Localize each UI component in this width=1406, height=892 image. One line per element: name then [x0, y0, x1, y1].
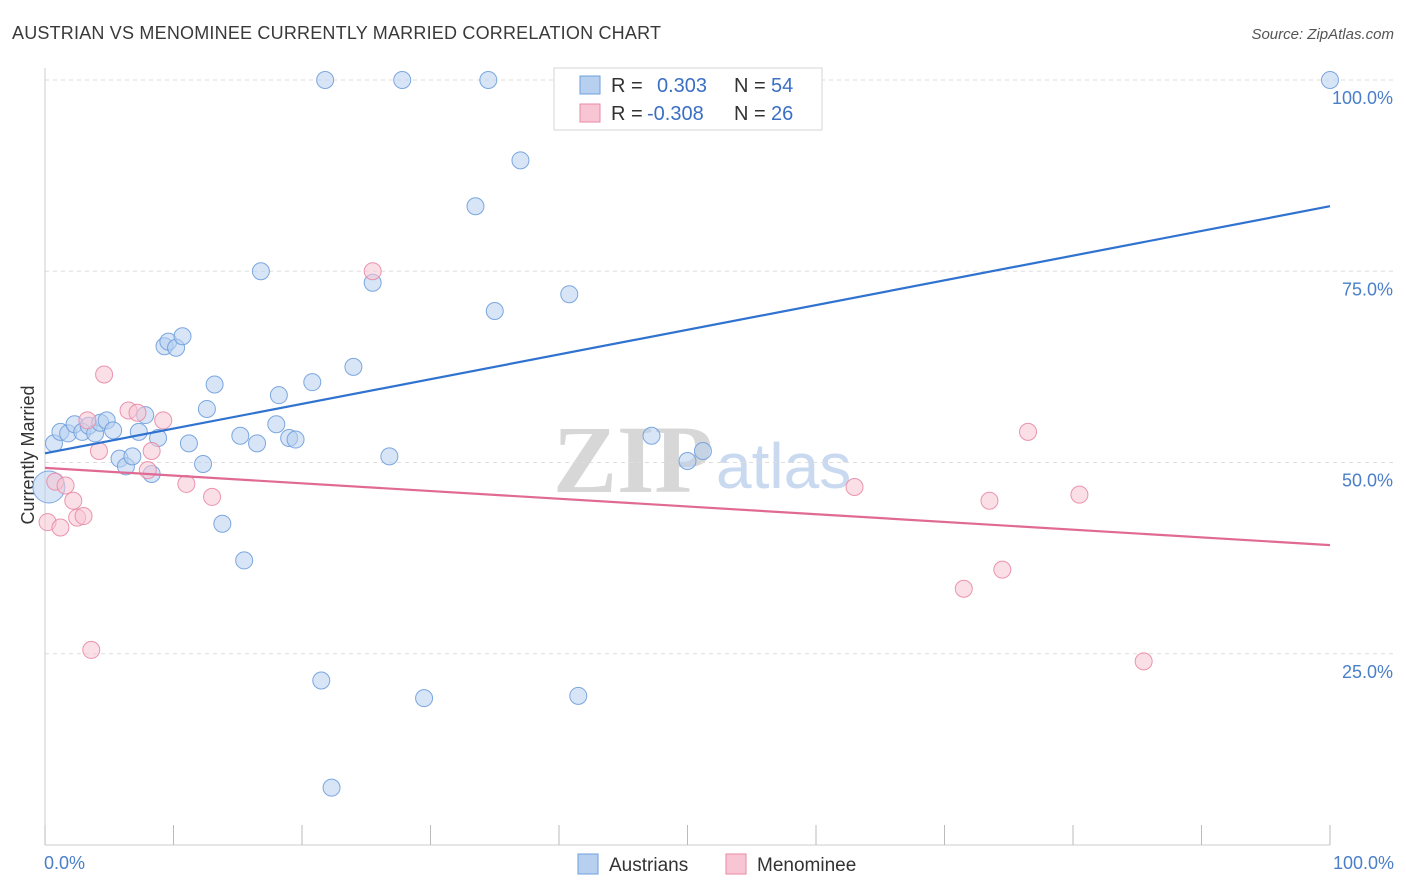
chart-source: Source: ZipAtlas.com [1251, 26, 1394, 43]
austrians-point [466, 197, 485, 216]
menominee-trend-line [44, 466, 1331, 547]
bottom-legend-menominee-label: Menominee [757, 855, 856, 876]
menominee-point [1134, 652, 1153, 671]
menominee-point [142, 442, 161, 461]
austrians-point [678, 451, 697, 470]
trend-lines [44, 205, 1331, 547]
menominee-point [845, 477, 864, 496]
menominee-point [78, 411, 97, 430]
legend-menominee-r-label: R = [611, 103, 643, 125]
menominee-point [154, 411, 173, 430]
bottom-legend-swatch-menominee [725, 853, 747, 875]
y-tick-label: 50.0% [1342, 471, 1393, 491]
austrians-point [693, 442, 712, 461]
legend-menominee-n-label: N = [734, 103, 766, 125]
menominee-point [95, 365, 114, 384]
menominee-point [203, 487, 222, 506]
austrians-point [642, 426, 661, 445]
menominee-point [1070, 485, 1089, 504]
legend-swatch-austrians [579, 75, 601, 95]
bottom-legend-swatch-austrians [577, 853, 599, 875]
austrians-point [322, 778, 341, 797]
menominee-point [363, 262, 382, 281]
chart-title: AUSTRIAN VS MENOMINEE CURRENTLY MARRIED … [12, 23, 661, 43]
menominee-point [980, 491, 999, 510]
series-menominee-points [38, 262, 1153, 671]
x-axis-ticks [44, 825, 1331, 845]
menominee-point [1019, 422, 1038, 441]
austrians-point [380, 447, 399, 466]
austrians-point [286, 430, 305, 449]
y-axis-label: Currently Married [18, 385, 38, 524]
austrians-point [344, 357, 363, 376]
austrians-point [479, 71, 498, 89]
legend-menominee-r-value: -0.308 [647, 103, 704, 125]
watermark-atlas-text: atlas [716, 430, 851, 502]
austrians-point [251, 262, 270, 281]
austrians-point [129, 422, 148, 441]
y-tick-labels: 25.0% 50.0% 75.0% 100.0% [1332, 88, 1393, 682]
legend-austrians-n-label: N = [734, 75, 766, 97]
austrians-point [179, 434, 198, 453]
bottom-legend: Austrians Menominee [577, 853, 856, 876]
y-tick-label: 75.0% [1342, 279, 1393, 299]
austrians-point [267, 415, 286, 434]
austrians-point [303, 373, 322, 392]
austrians-point [560, 285, 579, 304]
menominee-point [128, 403, 147, 422]
x-tick-label-min: 0.0% [44, 853, 85, 873]
austrians-trend-line [44, 205, 1331, 455]
menominee-point [177, 474, 196, 493]
menominee-point [138, 461, 157, 480]
austrians-point [197, 399, 216, 418]
legend-austrians-r-value: 0.303 [657, 75, 707, 97]
austrians-point [415, 689, 434, 708]
bottom-legend-austrians-label: Austrians [609, 855, 688, 876]
austrians-point [248, 434, 267, 453]
y-tick-label: 25.0% [1342, 662, 1393, 682]
y-tick-label: 100.0% [1332, 88, 1393, 108]
austrians-point [1321, 71, 1339, 89]
austrians-point [213, 514, 232, 533]
menominee-point [82, 640, 101, 659]
austrians-point [485, 302, 504, 321]
austrians-point [316, 71, 335, 89]
legend-menominee-n-value: 26 [771, 103, 793, 125]
austrians-point [205, 375, 224, 394]
austrians-point [569, 686, 588, 705]
austrians-point [312, 671, 331, 690]
austrians-point [173, 327, 192, 346]
austrians-point [511, 151, 530, 170]
legend-austrians-n-value: 54 [771, 75, 793, 97]
menominee-point [954, 579, 973, 598]
legend-swatch-menominee [579, 103, 601, 123]
menominee-point [74, 507, 93, 526]
austrians-point [123, 447, 142, 466]
austrians-point [393, 71, 412, 89]
austrians-point [194, 455, 213, 474]
menominee-point [56, 476, 75, 495]
stats-legend: R = 0.303 N = 54 R = -0.308 N = 26 [553, 67, 823, 131]
menominee-point [993, 560, 1012, 579]
menominee-point [51, 518, 70, 537]
x-tick-label-max: 100.0% [1333, 853, 1394, 873]
austrians-point [231, 426, 250, 445]
austrians-point [269, 386, 288, 405]
austrians-point [235, 551, 254, 570]
austrians-point [104, 421, 123, 440]
menominee-point [64, 491, 83, 510]
legend-austrians-r-label: R = [611, 75, 643, 97]
